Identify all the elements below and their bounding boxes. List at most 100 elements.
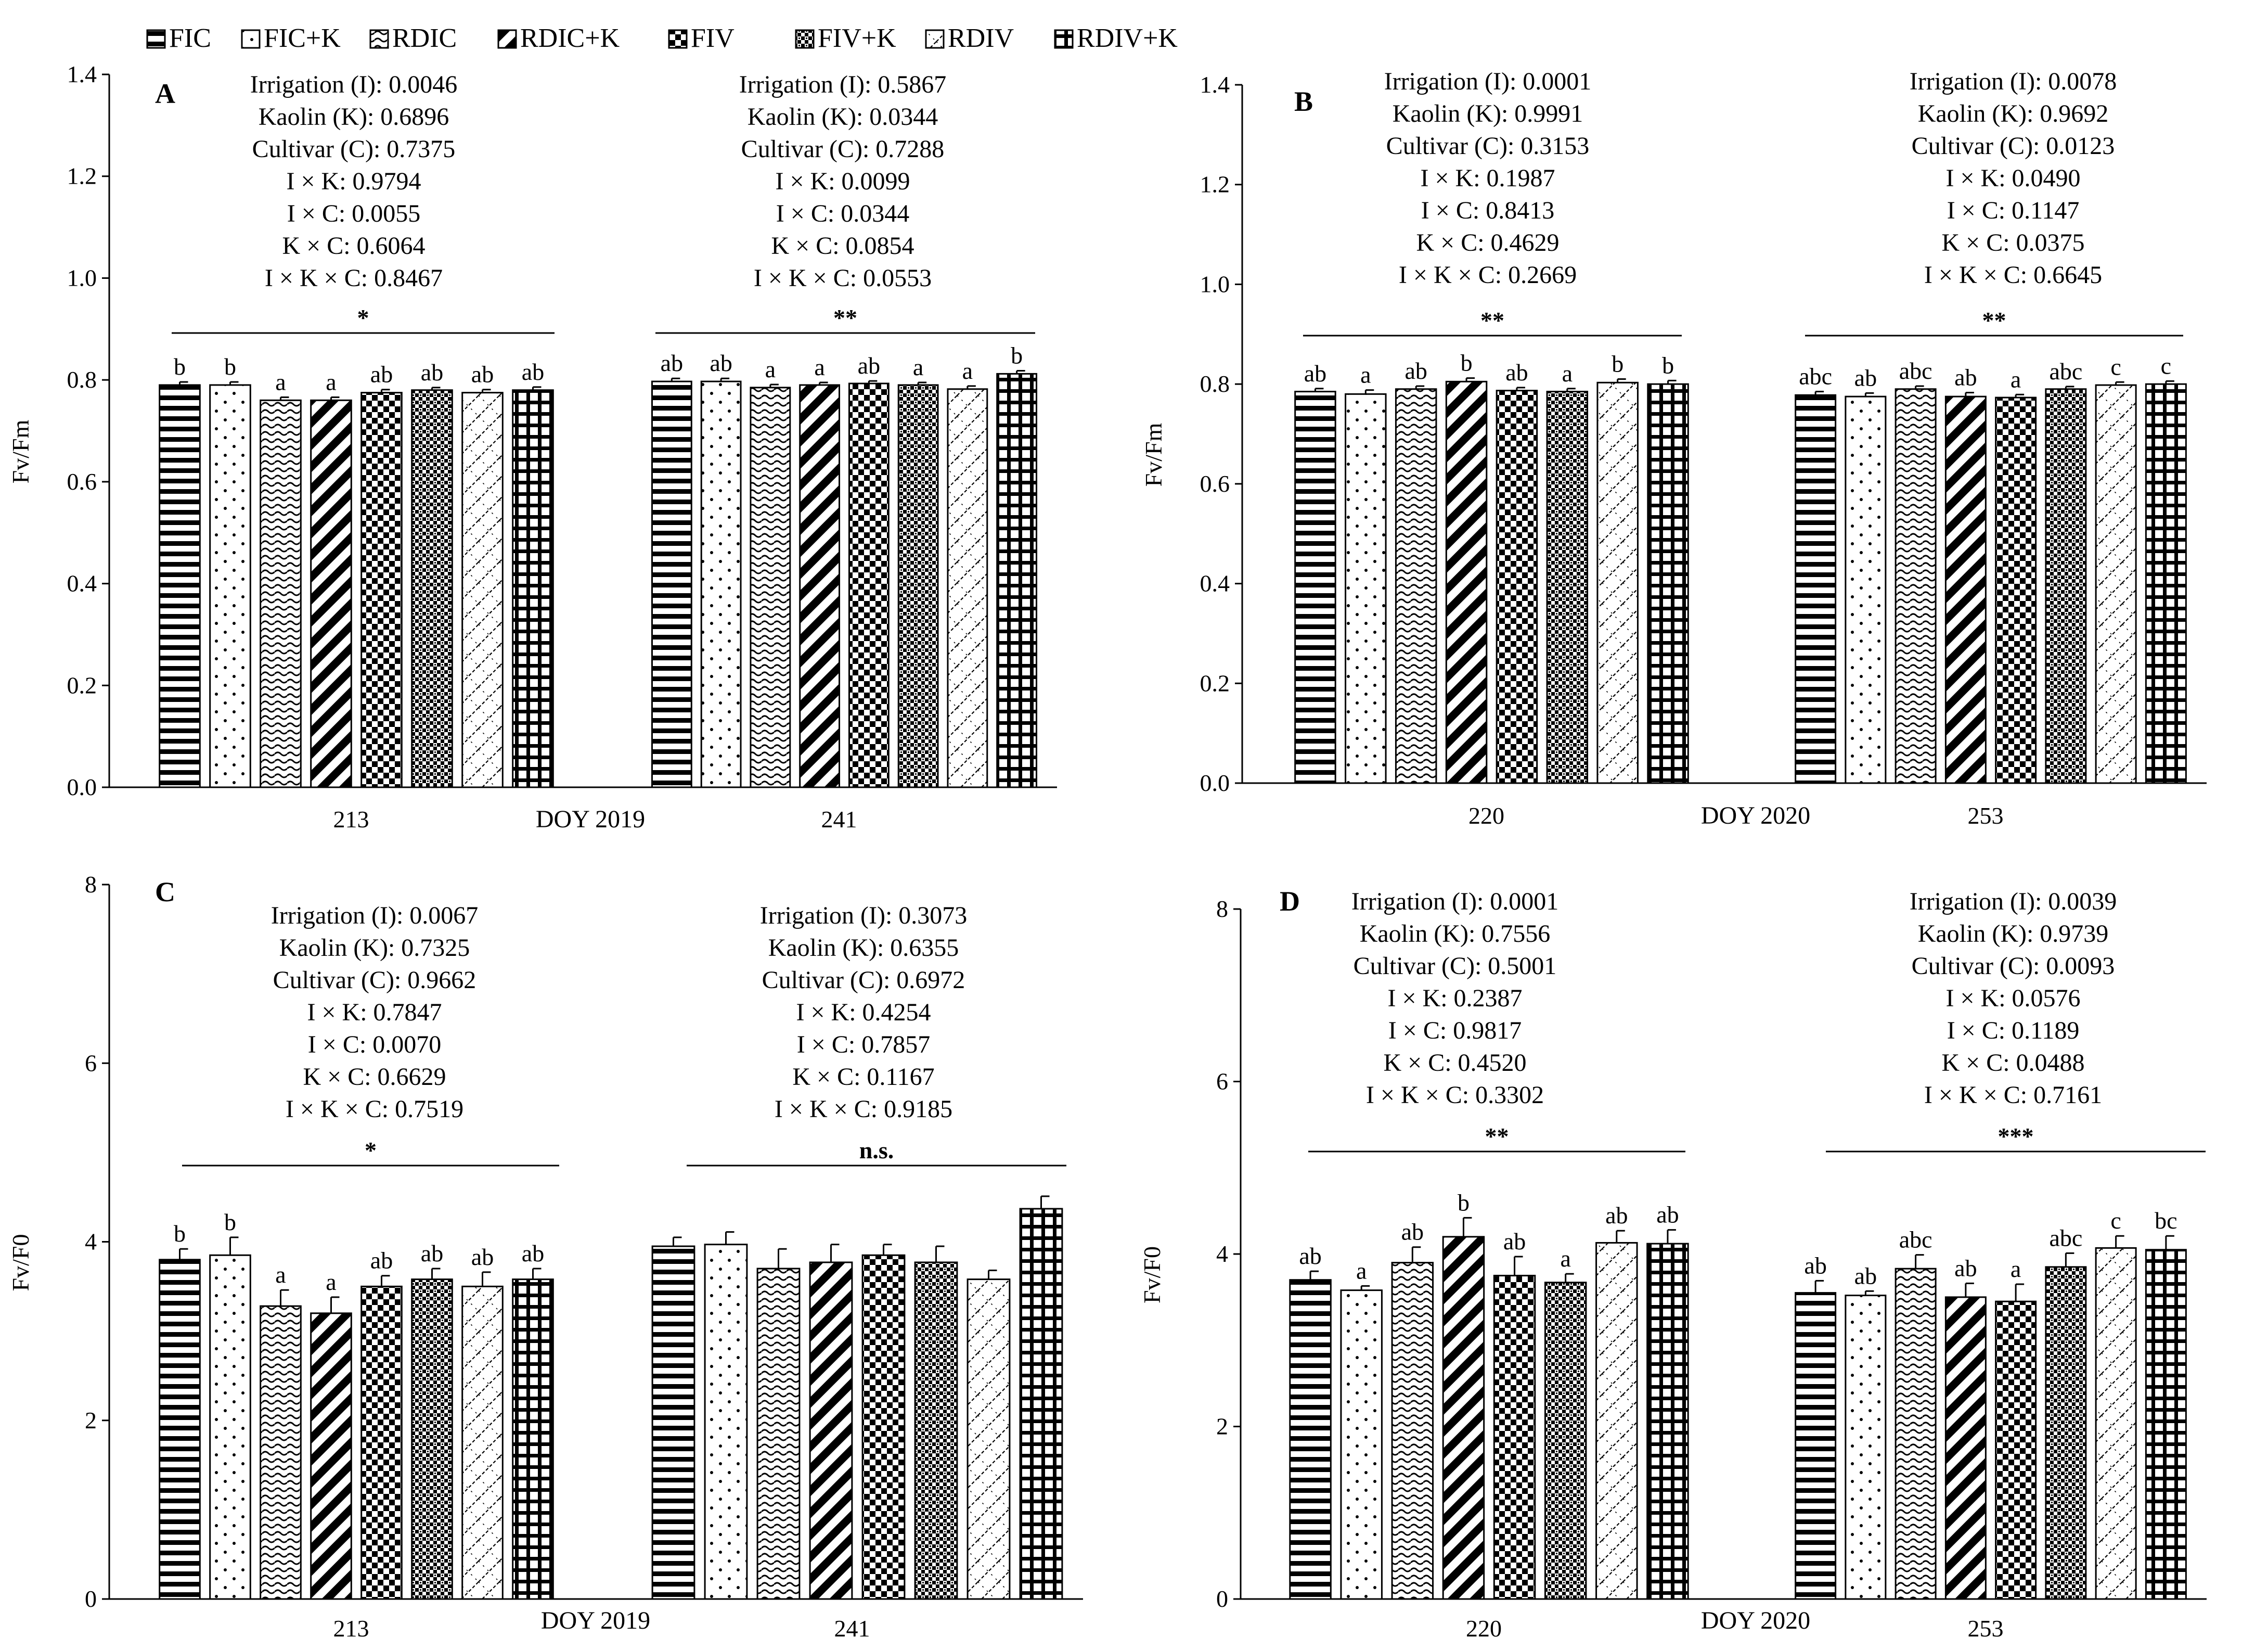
y-tick-label: 1.4 xyxy=(1200,71,1230,98)
y-tick-label: 8 xyxy=(1216,896,1228,922)
x-axis-label: DOY 2020 xyxy=(1701,1607,1810,1634)
data-label: ab xyxy=(1299,1243,1321,1269)
data-label: a xyxy=(765,356,776,382)
stats-annotation: Irrigation (I): 0.3073 xyxy=(760,902,968,929)
data-label: a xyxy=(2011,1256,2021,1282)
legend-swatch xyxy=(369,29,389,49)
data-label: c xyxy=(2110,353,2121,380)
legend-label: RDIC+K xyxy=(520,23,620,53)
data-label: b xyxy=(224,353,236,380)
legend-label: RDIC xyxy=(392,23,457,53)
stats-annotation: I × K × C: 0.2669 xyxy=(1399,261,1577,289)
stats-annotation: Irrigation (I): 0.0001 xyxy=(1384,68,1592,95)
significance-marker: *** xyxy=(1998,1123,2034,1149)
stats-annotation: Irrigation (I): 0.0067 xyxy=(271,902,479,929)
y-axis-label: Fv/F0 xyxy=(7,1234,34,1291)
data-label: ab xyxy=(522,1240,544,1267)
bar xyxy=(947,388,988,788)
bar xyxy=(1391,1262,1434,1600)
bar xyxy=(310,1312,352,1600)
data-label: ab xyxy=(1854,1262,1877,1289)
stats-annotation: I × K: 0.7847 xyxy=(307,999,442,1026)
y-tick-label: 2 xyxy=(1216,1413,1228,1440)
y-tick-label: 8 xyxy=(85,871,97,898)
legend-swatch xyxy=(795,29,815,49)
bar xyxy=(897,384,939,788)
data-label: ab xyxy=(471,361,494,388)
y-tick-label: 1.2 xyxy=(67,163,97,189)
bar xyxy=(1596,381,1639,784)
bar xyxy=(2045,1266,2087,1600)
stats-annotation: K × C: 0.1167 xyxy=(792,1063,934,1091)
bar xyxy=(967,1278,1011,1600)
panel-letter: A xyxy=(155,78,175,109)
stats-annotation: I × K: 0.0576 xyxy=(1945,984,2080,1012)
y-tick-label: 0.2 xyxy=(1200,670,1230,696)
stats-annotation: Cultivar (C): 0.7375 xyxy=(252,135,456,163)
legend: FIC FIC+K RDIC RDIC+K FIV FIV+K RDIV RDIV+K xyxy=(146,23,1178,53)
bar xyxy=(1445,380,1488,784)
stats-annotation: Cultivar (C): 0.0123 xyxy=(1912,132,2115,160)
stats-annotation: Cultivar (C): 0.0093 xyxy=(1912,952,2115,980)
bar xyxy=(1289,1279,1332,1600)
y-tick-label: 0.6 xyxy=(67,468,97,495)
bar xyxy=(799,384,841,788)
chart-panel-a: 0.0 0.2 0.4 0.6 0.8 1.0 1.2 1.4 Fv/Fm A DOY 2019 b b… xyxy=(7,61,1057,833)
stats-annotation: Kaolin (K): 0.9991 xyxy=(1393,100,1583,127)
data-label: a xyxy=(1356,1257,1367,1284)
x-axis-label: DOY 2019 xyxy=(541,1607,650,1634)
bar xyxy=(1795,1292,1837,1600)
stats-annotation: Cultivar (C): 0.5001 xyxy=(1354,952,1557,980)
data-label: a xyxy=(275,1261,286,1288)
stats-annotation: K × C: 0.4629 xyxy=(1416,229,1559,257)
x-tick-label: 253 xyxy=(1968,1615,2004,1642)
bar xyxy=(461,392,504,788)
stats-annotation: I × C: 0.9817 xyxy=(1388,1017,1522,1044)
data-label: ab xyxy=(1954,1255,1977,1281)
stats-annotation: Kaolin (K): 0.0344 xyxy=(748,103,938,131)
x-tick-label: 213 xyxy=(333,1615,369,1642)
bar xyxy=(411,389,453,788)
y-tick-label: 0.0 xyxy=(1200,770,1230,796)
data-label: ab xyxy=(1404,357,1427,384)
legend-label: FIC+K xyxy=(264,23,341,53)
significance-marker: ** xyxy=(833,304,857,331)
y-tick-label: 0 xyxy=(1216,1585,1228,1612)
data-label: b xyxy=(174,1220,186,1247)
bar xyxy=(1944,1296,1987,1600)
y-tick-label: 6 xyxy=(85,1050,97,1076)
stats-annotation: Irrigation (I): 0.0001 xyxy=(1351,888,1559,915)
data-label: c xyxy=(2110,1207,2121,1234)
data-label: abc xyxy=(2049,358,2082,385)
x-tick-label: 241 xyxy=(821,806,857,833)
data-label: bc xyxy=(2155,1207,2177,1234)
data-label: ab xyxy=(1804,1252,1826,1278)
bar xyxy=(360,1285,403,1600)
data-label: ab xyxy=(1505,359,1528,386)
bar xyxy=(512,389,554,788)
legend-label: FIV xyxy=(691,23,734,53)
x-tick-label: 213 xyxy=(333,806,369,833)
data-label: a xyxy=(814,354,824,380)
bar xyxy=(2145,1249,2187,1600)
bar xyxy=(209,1254,251,1600)
chart-panel-d: 0 2 4 6 8 Fv/F0 D DOY 2020 ab a ab b ab a ab ab 220 ** Irr… xyxy=(1139,886,2207,1642)
y-tick-label: 0.4 xyxy=(67,570,97,597)
stats-annotation: I × K: 0.1987 xyxy=(1420,164,1555,192)
legend-label: RDIV+K xyxy=(1077,23,1178,53)
data-label: ab xyxy=(1656,1201,1679,1228)
bar xyxy=(2095,384,2137,784)
bar xyxy=(1345,393,1387,784)
stats-annotation: Kaolin (K): 0.9739 xyxy=(1918,920,2109,948)
bar xyxy=(1995,396,2037,784)
stats-annotation: I × C: 0.0070 xyxy=(308,1031,441,1058)
significance-marker: ** xyxy=(1485,1123,1509,1149)
legend-swatch xyxy=(668,29,688,49)
data-label: ab xyxy=(1401,1219,1424,1245)
data-label: ab xyxy=(522,359,544,385)
stats-annotation: I × K × C: 0.6645 xyxy=(1924,261,2102,289)
y-axis-label: Fv/Fm xyxy=(1140,423,1167,487)
data-label: a xyxy=(2011,366,2021,392)
data-label: b xyxy=(224,1209,236,1235)
x-axis-label: DOY 2019 xyxy=(536,805,645,833)
